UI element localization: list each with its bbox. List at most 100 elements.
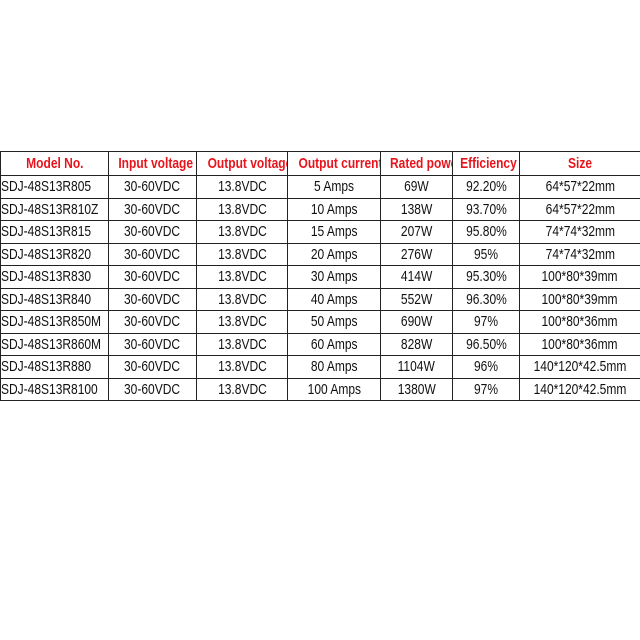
- cell-text: 74*74*32mm: [545, 223, 615, 241]
- cell-text: 552W: [400, 290, 433, 308]
- cell-efficiency: 95.30%: [452, 265, 520, 289]
- cell-input-voltage: 30-60VDC: [108, 377, 197, 401]
- cell-text: SDJ-48S13R8100: [1, 380, 98, 398]
- table-row: SDJ-48S13R8100 30-60VDC 13.8VDC 100 Amps 138…: [0, 377, 640, 401]
- cell-text: SDJ-48S13R860M: [1, 335, 102, 353]
- cell-text: SDJ-48S13R815: [1, 223, 92, 241]
- cell-text: 95%: [473, 245, 499, 263]
- cell-text: 30-60VDC: [124, 200, 181, 218]
- cell-size: 64*57*22mm: [519, 175, 640, 199]
- header-efficiency: Efficiency: [452, 151, 520, 176]
- table-row: SDJ-48S13R840 30-60VDC 13.8VDC 40 Amps 552W 9…: [0, 287, 640, 311]
- cell-input-voltage: 30-60VDC: [108, 242, 197, 266]
- cell-output-current: 50 Amps: [287, 310, 381, 334]
- cell-text: 69W: [404, 178, 429, 196]
- cell-size: 74*74*32mm: [519, 220, 640, 244]
- cell-efficiency: 95%: [452, 242, 520, 266]
- header-label: Output voltage: [207, 155, 288, 172]
- cell-output-voltage: 13.8VDC: [196, 310, 288, 334]
- table-row: SDJ-48S13R805 30-60VDC 13.8VDC 5 Amps 69W 92.…: [0, 175, 640, 199]
- header-output-current: Output current: [287, 151, 381, 176]
- cell-output-voltage: 13.8VDC: [196, 242, 288, 266]
- cell-model-no: SDJ-48S13R810Z: [0, 197, 109, 221]
- cell-text: 96%: [473, 358, 499, 376]
- cell-model-no: SDJ-48S13R820: [0, 242, 109, 266]
- cell-size: 100*80*39mm: [519, 287, 640, 311]
- header-row: Model No. Input voltage Output voltage Outp…: [0, 151, 640, 176]
- cell-text: 100*80*39mm: [541, 290, 619, 308]
- cell-efficiency: 93.70%: [452, 197, 520, 221]
- spec-table: Model No. Input voltage Output voltage Outp…: [0, 151, 640, 401]
- cell-text: SDJ-48S13R810Z: [1, 200, 99, 218]
- cell-output-current: 20 Amps: [287, 242, 381, 266]
- cell-text: SDJ-48S13R880: [1, 358, 92, 376]
- cell-output-current: 80 Amps: [287, 355, 381, 379]
- cell-model-no: SDJ-48S13R815: [0, 220, 109, 244]
- cell-text: 414W: [400, 268, 433, 286]
- cell-model-no: SDJ-48S13R840: [0, 287, 109, 311]
- header-label: Model No.: [25, 155, 84, 172]
- cell-text: 30-60VDC: [124, 290, 181, 308]
- table-row: SDJ-48S13R860M 30-60VDC 13.8VDC 60 Amps 828W…: [0, 332, 640, 356]
- header-rated-power: Rated power: [380, 151, 453, 176]
- header-label: Efficiency: [460, 155, 517, 172]
- cell-text: 30-60VDC: [124, 380, 181, 398]
- cell-text: SDJ-48S13R840: [1, 290, 92, 308]
- cell-text: 30 Amps: [310, 268, 358, 286]
- cell-output-current: 60 Amps: [287, 332, 381, 356]
- cell-text: 97%: [473, 313, 499, 331]
- cell-text: 80 Amps: [310, 358, 358, 376]
- cell-input-voltage: 30-60VDC: [108, 220, 197, 244]
- cell-text: 92.20%: [465, 178, 507, 196]
- cell-output-voltage: 13.8VDC: [196, 332, 288, 356]
- cell-text: 74*74*32mm: [545, 245, 615, 263]
- cell-text: 64*57*22mm: [545, 200, 615, 218]
- cell-input-voltage: 30-60VDC: [108, 355, 197, 379]
- header-label: Input voltage: [118, 155, 194, 172]
- cell-text: 5 Amps: [313, 178, 355, 196]
- cell-rated-power: 69W: [380, 175, 453, 199]
- cell-output-voltage: 13.8VDC: [196, 220, 288, 244]
- cell-text: 100*80*36mm: [541, 313, 619, 331]
- cell-input-voltage: 30-60VDC: [108, 175, 197, 199]
- cell-text: 13.8VDC: [217, 358, 267, 376]
- cell-efficiency: 96.30%: [452, 287, 520, 311]
- cell-efficiency: 97%: [452, 377, 520, 401]
- cell-text: 100*80*36mm: [541, 335, 619, 353]
- cell-output-voltage: 13.8VDC: [196, 265, 288, 289]
- cell-text: 13.8VDC: [217, 200, 267, 218]
- cell-text: 30-60VDC: [124, 223, 181, 241]
- cell-input-voltage: 30-60VDC: [108, 265, 197, 289]
- cell-text: 100 Amps: [307, 380, 361, 398]
- cell-text: 60 Amps: [310, 335, 358, 353]
- cell-output-current: 100 Amps: [287, 377, 381, 401]
- table-row: SDJ-48S13R880 30-60VDC 13.8VDC 80 Amps 1104W…: [0, 355, 640, 379]
- cell-rated-power: 552W: [380, 287, 453, 311]
- cell-text: SDJ-48S13R830: [1, 268, 92, 286]
- cell-text: 30-60VDC: [124, 178, 181, 196]
- cell-rated-power: 276W: [380, 242, 453, 266]
- cell-text: 97%: [473, 380, 499, 398]
- cell-text: SDJ-48S13R850M: [1, 313, 102, 331]
- cell-output-current: 5 Amps: [287, 175, 381, 199]
- cell-text: 13.8VDC: [217, 313, 267, 331]
- cell-rated-power: 1104W: [380, 355, 453, 379]
- cell-efficiency: 96%: [452, 355, 520, 379]
- table-row: SDJ-48S13R850M 30-60VDC 13.8VDC 50 Amps 690W…: [0, 310, 640, 334]
- cell-text: 10 Amps: [310, 200, 358, 218]
- cell-rated-power: 138W: [380, 197, 453, 221]
- table-row: SDJ-48S13R820 30-60VDC 13.8VDC 20 Amps 276W 9…: [0, 242, 640, 266]
- cell-text: 1380W: [397, 380, 436, 398]
- cell-text: 13.8VDC: [217, 223, 267, 241]
- cell-model-no: SDJ-48S13R805: [0, 175, 109, 199]
- cell-text: 30-60VDC: [124, 245, 181, 263]
- table-row: SDJ-48S13R815 30-60VDC 13.8VDC 15 Amps 207W 9…: [0, 220, 640, 244]
- cell-model-no: SDJ-48S13R8100: [0, 377, 109, 401]
- cell-text: 30-60VDC: [124, 268, 181, 286]
- cell-text: 13.8VDC: [217, 290, 267, 308]
- cell-size: 100*80*36mm: [519, 310, 640, 334]
- cell-output-voltage: 13.8VDC: [196, 355, 288, 379]
- cell-text: 30-60VDC: [124, 335, 181, 353]
- cell-model-no: SDJ-48S13R830: [0, 265, 109, 289]
- header-output-voltage: Output voltage: [196, 151, 288, 176]
